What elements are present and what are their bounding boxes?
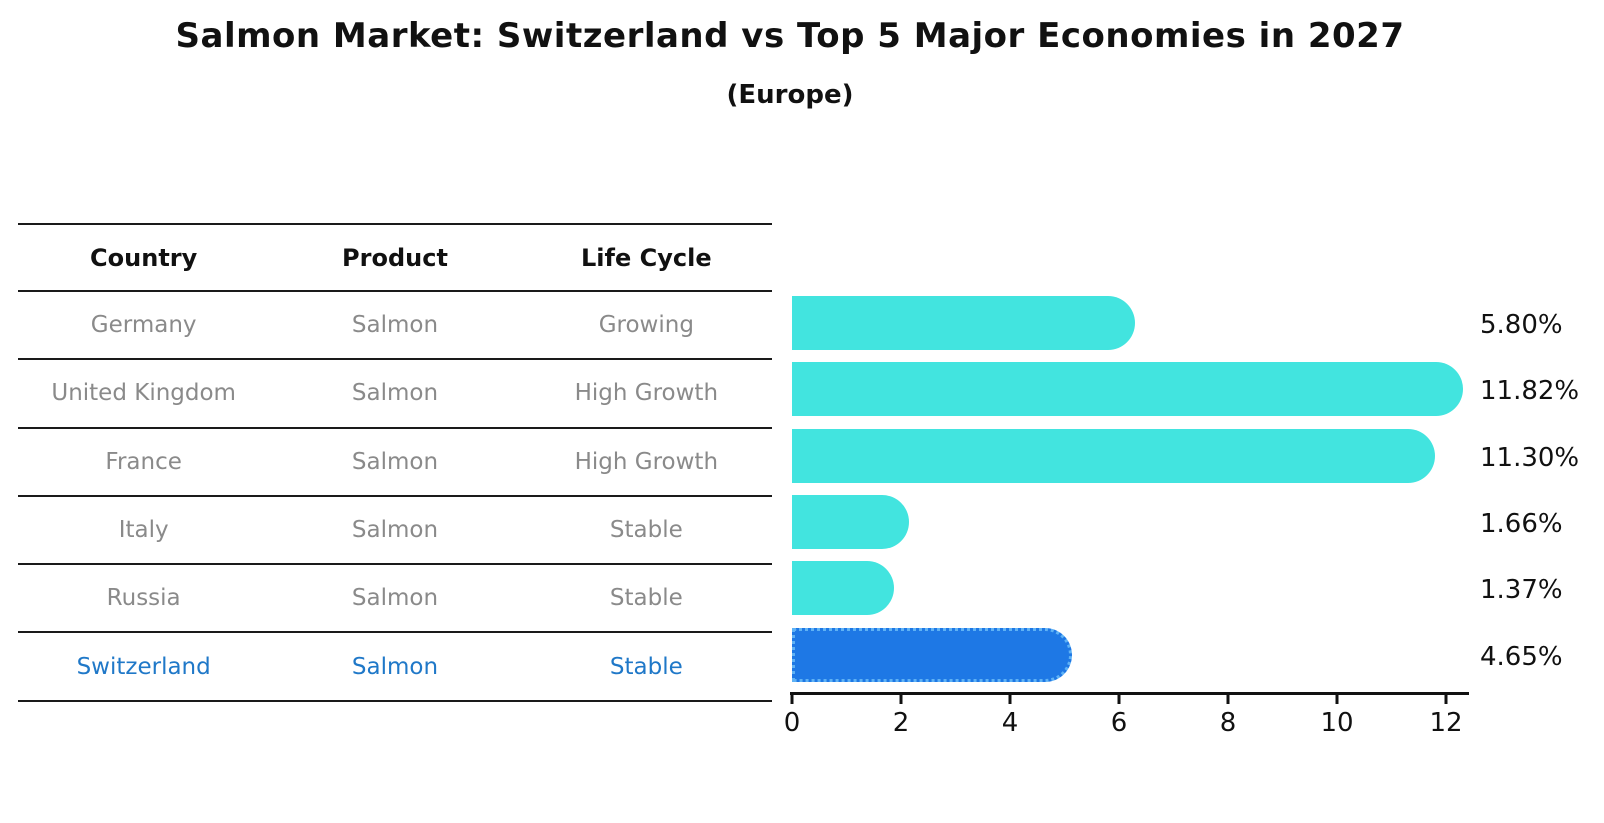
bar-value-label-italy: 1.66% (1480, 509, 1563, 540)
bar-france (792, 428, 1435, 483)
bar-value-label-united-kingdom: 11.82% (1480, 376, 1580, 407)
table-body: Germany Salmon Growing United Kingdom Sa… (18, 292, 772, 702)
table-header-life-cycle: Life Cycle (581, 243, 712, 272)
table-row: United Kingdom Salmon High Growth (18, 360, 772, 429)
x-axis-tick-label-8: 8 (1219, 708, 1237, 738)
table-row: France Salmon High Growth (18, 429, 772, 497)
table-cell-product: Salmon (351, 312, 439, 339)
table-cell-life-cycle: Growing (598, 312, 694, 339)
table-cell-country: France (105, 448, 182, 475)
table-cell-product: Salmon (351, 517, 439, 544)
x-axis-tick-10 (1335, 695, 1339, 704)
table-cell-country: Germany (90, 312, 197, 339)
table-cell-life-cycle: Stable (609, 653, 683, 680)
x-axis-tick-2 (899, 695, 903, 704)
table-row: Russia Salmon Stable (18, 565, 772, 634)
country-table: Country Product Life Cycle Germany Salmo… (18, 223, 772, 702)
x-axis-tick-label-12: 12 (1429, 708, 1463, 738)
x-axis-tick-6 (1117, 695, 1121, 704)
x-axis-line (790, 692, 1469, 695)
x-axis-tick-4 (1008, 695, 1012, 704)
table-cell-country: United Kingdom (51, 380, 236, 407)
table-header-product: Product (342, 243, 448, 272)
table-cell-product: Salmon (351, 585, 439, 612)
x-axis-tick-0 (790, 695, 794, 704)
x-axis-tick-12 (1444, 695, 1448, 704)
bar-switzerland (792, 627, 1073, 682)
table-row: Germany Salmon Growing (18, 292, 772, 361)
table-cell-product: Salmon (351, 380, 439, 407)
bar-value-label-france: 11.30% (1480, 442, 1580, 473)
bar-united-kingdom (792, 362, 1464, 417)
x-axis-tick-label-6: 6 (1110, 708, 1128, 738)
table-cell-life-cycle: High Growth (574, 448, 719, 475)
bar-value-label-germany: 5.80% (1480, 310, 1563, 341)
chart-title: Salmon Market: Switzerland vs Top 5 Majo… (175, 16, 1405, 56)
table-cell-life-cycle: Stable (609, 517, 683, 544)
table-cell-country: Italy (118, 517, 169, 544)
table-row: Italy Salmon Stable (18, 497, 772, 566)
table-cell-life-cycle: Stable (609, 585, 683, 612)
bar-russia (792, 561, 894, 616)
x-axis-tick-label-2: 2 (892, 708, 910, 738)
table-header-row: Country Product Life Cycle (18, 223, 772, 292)
table-header-country: Country (90, 243, 198, 272)
x-axis-tick-8 (1226, 695, 1230, 704)
table-row: Switzerland Salmon Stable (18, 633, 772, 702)
bar-italy (792, 495, 910, 550)
table-cell-product: Salmon (351, 653, 439, 680)
x-axis-tick-label-0: 0 (783, 708, 801, 738)
table-cell-life-cycle: High Growth (574, 380, 719, 407)
table-cell-country: Russia (106, 585, 181, 612)
bar-germany (792, 296, 1136, 351)
x-axis-tick-label-10: 10 (1320, 708, 1354, 738)
chart-subtitle: (Europe) (726, 80, 854, 110)
bar-value-label-russia: 1.37% (1480, 575, 1563, 606)
bar-value-label-switzerland: 4.65% (1480, 641, 1563, 672)
table-cell-product: Salmon (351, 448, 439, 475)
x-axis-tick-label-4: 4 (1001, 708, 1019, 738)
table-cell-country: Switzerland (76, 653, 211, 680)
